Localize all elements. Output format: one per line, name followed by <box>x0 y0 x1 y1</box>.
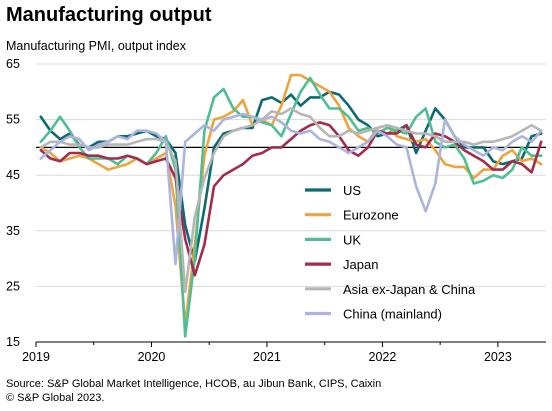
y-tick-label: 65 <box>6 57 20 71</box>
source-note: Source: S&P Global Market Intelligence, … <box>6 377 381 405</box>
series-line-uk <box>39 76 543 338</box>
series-line-asia-ex-japan-china <box>39 107 543 294</box>
y-tick-label: 25 <box>6 279 20 293</box>
source-line: Source: S&P Global Market Intelligence, … <box>6 378 382 390</box>
x-tick-label: 2022 <box>369 350 397 364</box>
x-tick-label: 2019 <box>22 350 50 364</box>
y-tick-label: 45 <box>6 168 20 182</box>
series-line-eurozone <box>39 73 543 327</box>
legend-label: China (mainland) <box>343 307 442 322</box>
chart-subtitle: Manufacturing PMI, output index <box>6 39 186 53</box>
legend-label: Asia ex-Japan & China <box>343 282 476 297</box>
legend-label: UK <box>343 232 361 247</box>
y-tick-label: 55 <box>6 113 20 127</box>
y-tick-label: 15 <box>6 335 20 349</box>
copyright-line: © S&P Global 2023. <box>6 392 105 404</box>
y-tick-label: 35 <box>6 224 20 238</box>
series-line-japan <box>39 121 543 277</box>
chart-title: Manufacturing output <box>6 4 212 26</box>
x-tick-label: 2021 <box>253 350 281 364</box>
legend-label: Japan <box>343 257 378 272</box>
legend-label: Eurozone <box>343 208 399 223</box>
legend-label: US <box>343 183 361 198</box>
x-tick-label: 2020 <box>138 350 166 364</box>
x-tick-label: 2023 <box>484 350 512 364</box>
series-line-china-mainland- <box>39 112 543 266</box>
